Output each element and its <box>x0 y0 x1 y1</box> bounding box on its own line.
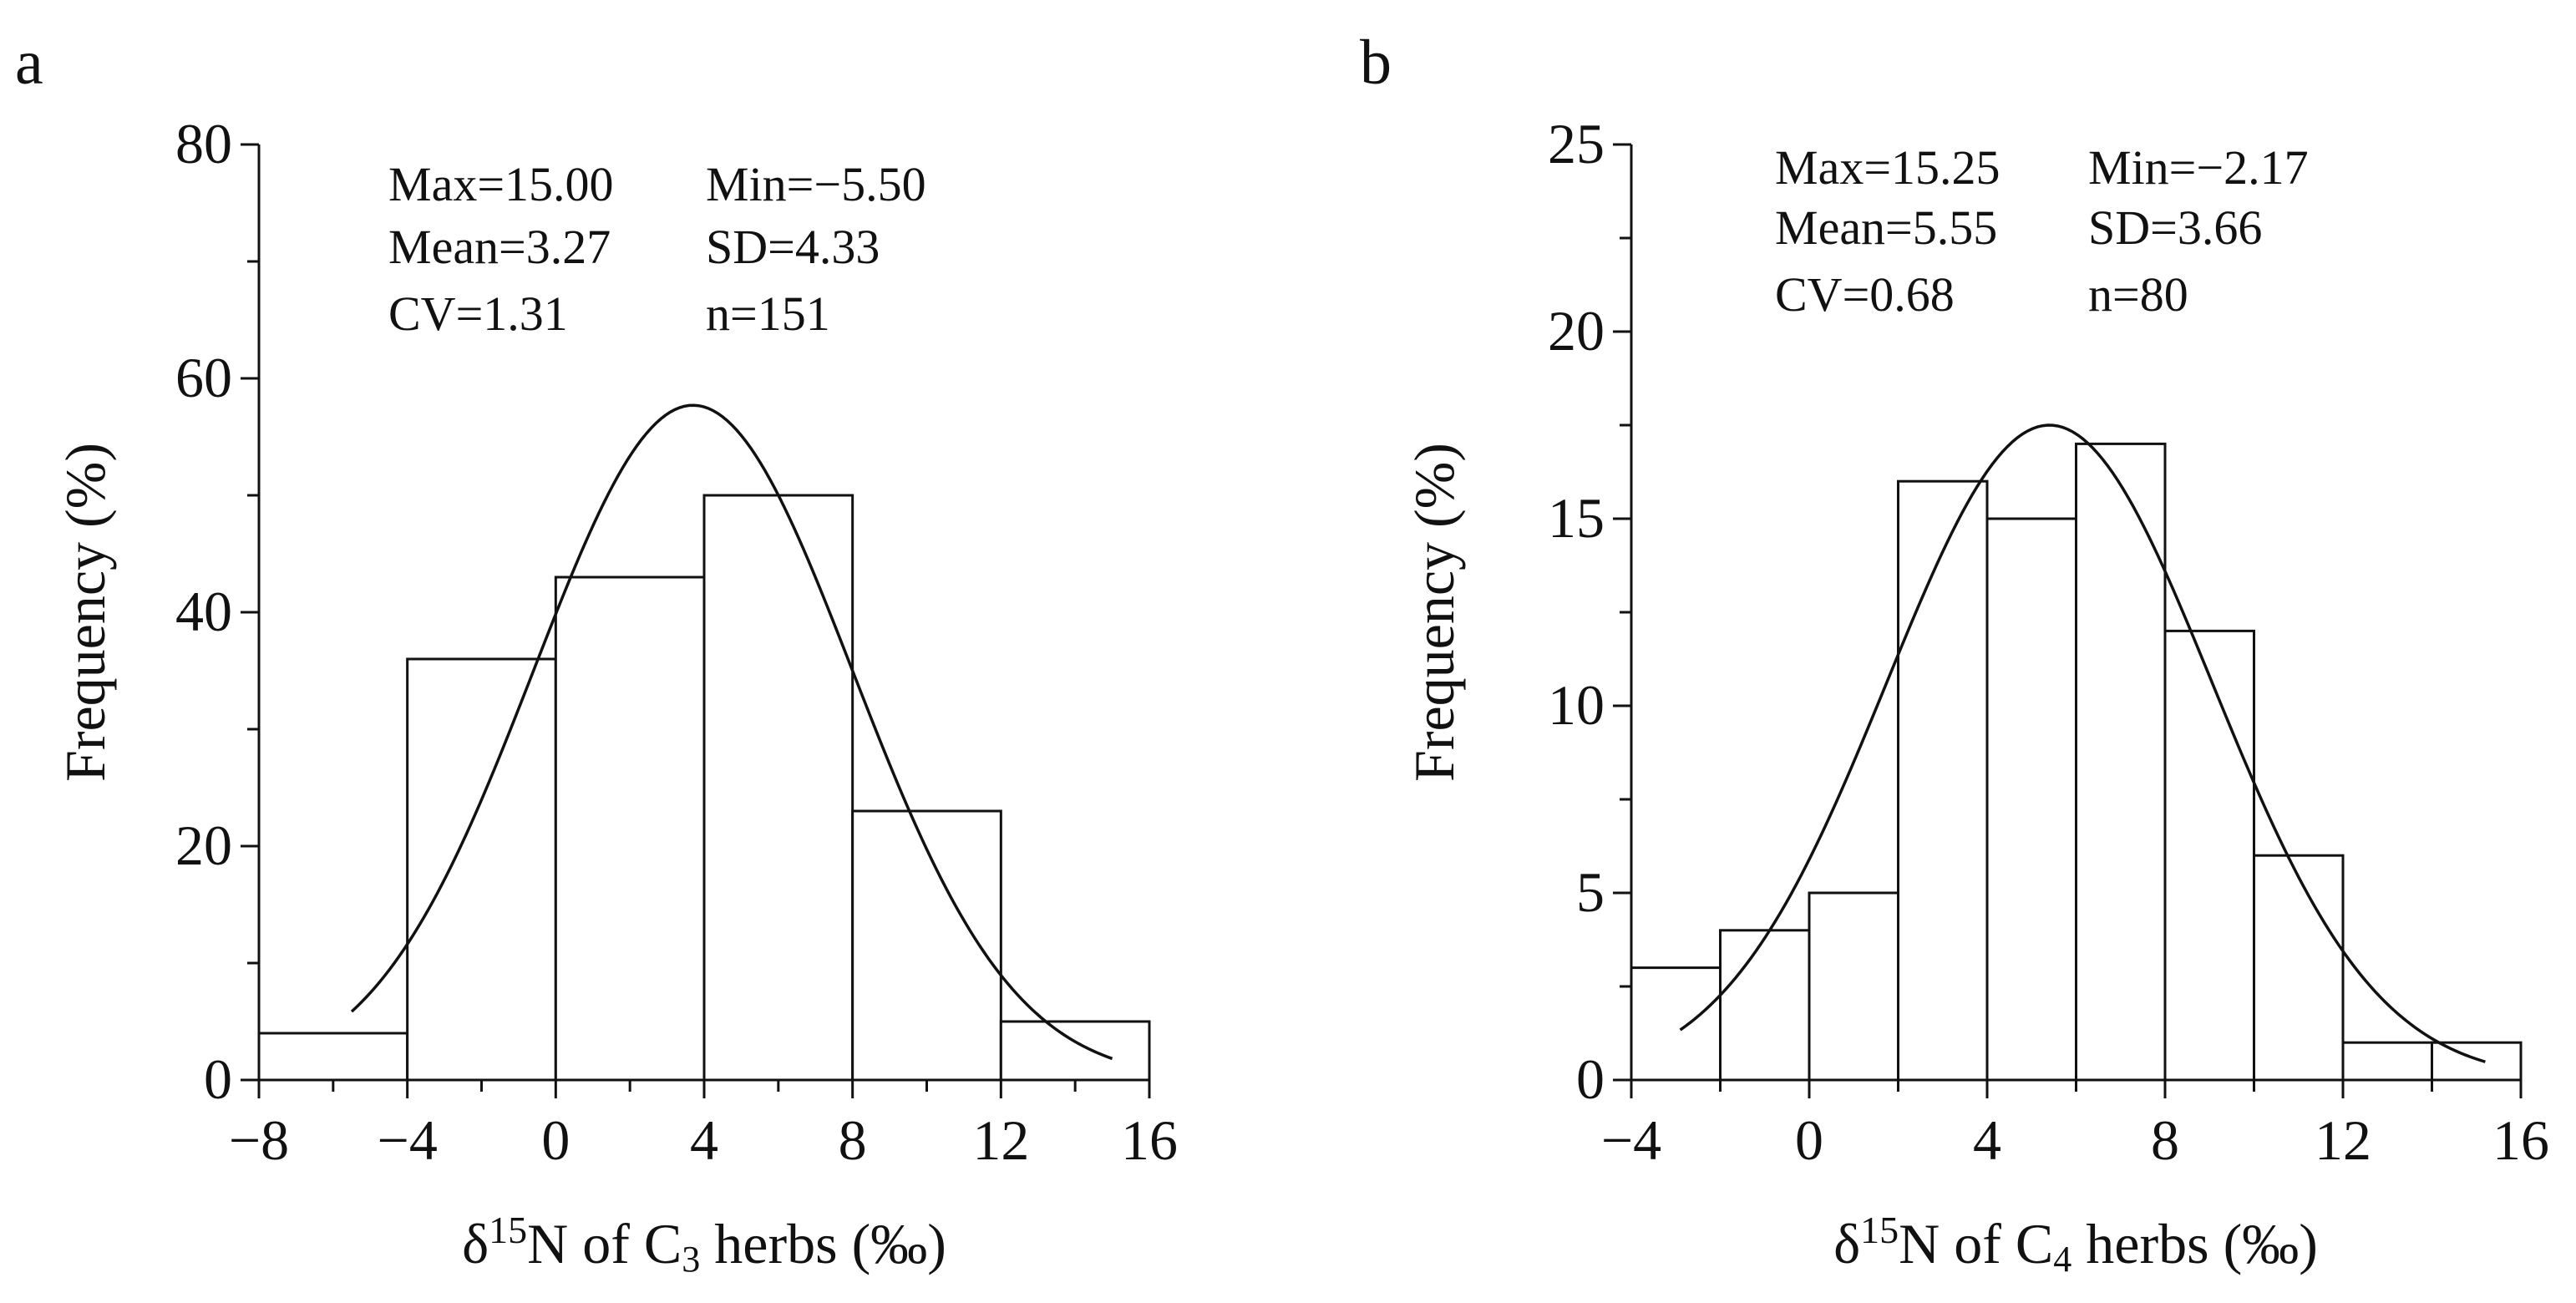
stats-annotation: CV=0.68 <box>1775 267 1955 322</box>
histogram-bar <box>1808 891 1899 1082</box>
x-tick-label: 12 <box>2315 1108 2371 1172</box>
stats-annotation: Min=−5.50 <box>706 157 926 211</box>
x-axis-title-main: N of C <box>527 1212 682 1275</box>
x-tick-label: 4 <box>690 1108 718 1172</box>
x-tick-label: 8 <box>2151 1108 2179 1172</box>
x-tick-label: 16 <box>1121 1108 1178 1172</box>
x-tick-label: −4 <box>1601 1108 1661 1172</box>
x-axis-title-superscript: 15 <box>489 1209 527 1251</box>
x-tick-label: 0 <box>1795 1108 1823 1172</box>
histogram-bar <box>1630 966 1722 1082</box>
stats-annotation: Min=−2.17 <box>2088 140 2309 195</box>
panel-label-a: a <box>15 28 43 98</box>
x-tick-label: 8 <box>839 1108 867 1172</box>
y-tick-label: 15 <box>1548 486 1605 550</box>
stats-annotation: SD=3.66 <box>2088 200 2262 255</box>
y-tick-label: 0 <box>204 1047 232 1111</box>
stats-annotation: Mean=3.27 <box>388 220 611 274</box>
x-axis-title-prefix: δ <box>462 1212 489 1275</box>
x-axis-title: δ15N of C4 herbs (‰) <box>1833 1209 2318 1280</box>
y-axis-title: Frequency (%) <box>53 443 117 782</box>
stats-annotation: n=80 <box>2088 267 2188 322</box>
y-tick-label: 25 <box>1548 112 1605 175</box>
x-tick-label: 16 <box>2492 1108 2549 1172</box>
y-tick-label: 80 <box>175 112 232 175</box>
x-axis-title-main: N of C <box>1899 1212 2053 1275</box>
x-axis-title-suffix: herbs (‰) <box>2071 1212 2318 1275</box>
histogram-bar <box>554 575 706 1082</box>
histogram-bar <box>851 809 1002 1082</box>
histogram-bar <box>2431 1041 2523 1082</box>
x-axis-title-subscript: 3 <box>682 1239 700 1280</box>
histogram-bar <box>1985 517 2077 1082</box>
x-axis-title-suffix: herbs (‰) <box>700 1212 946 1275</box>
x-tick-label: −8 <box>229 1108 289 1172</box>
normal-fit-curve <box>350 403 1113 1061</box>
stats-annotation: n=151 <box>706 286 830 341</box>
y-tick-label: 5 <box>1576 860 1605 924</box>
normal-fit-curve <box>1679 423 2486 1063</box>
stats-annotation: Mean=5.55 <box>1775 200 1997 255</box>
histogram-bar <box>1719 929 1811 1082</box>
histogram-bar <box>2163 629 2255 1082</box>
histogram-bar <box>702 494 854 1082</box>
histogram-panel-a: a −8 −4 0 4 8 12 16 0 20 40 60 80 Frequency (%) δ15N … <box>15 28 1178 1280</box>
y-tick-label: 20 <box>175 814 232 877</box>
panel-label-b: b <box>1360 28 1392 98</box>
x-tick-label: −4 <box>377 1108 437 1172</box>
stats-annotation: Max=15.00 <box>388 157 614 211</box>
histogram-bar <box>1897 479 1989 1082</box>
x-tick-label: 12 <box>972 1108 1029 1172</box>
histogram-bar <box>2253 854 2345 1082</box>
stats-annotation: SD=4.33 <box>706 220 880 274</box>
y-tick-label: 20 <box>1548 299 1605 363</box>
x-tick-label: 0 <box>541 1108 570 1172</box>
y-tick-label: 40 <box>175 580 232 643</box>
stats-annotation: Max=15.25 <box>1775 140 2000 195</box>
x-axis-title-superscript: 15 <box>1860 1209 1899 1251</box>
y-tick-label: 0 <box>1576 1047 1605 1111</box>
x-tick-label: 4 <box>1973 1108 2001 1172</box>
y-axis-title: Frequency (%) <box>1402 443 1466 782</box>
y-tick-label: 10 <box>1548 673 1605 737</box>
x-axis-title-subscript: 4 <box>2053 1239 2071 1280</box>
histogram-bar <box>257 1032 409 1082</box>
histogram-bar <box>2341 1041 2433 1082</box>
histogram-bar <box>999 1020 1151 1082</box>
x-axis-title: δ15N of C3 herbs (‰) <box>462 1209 946 1280</box>
y-tick-label: 60 <box>175 346 232 409</box>
histogram-bar <box>406 657 557 1082</box>
x-axis-title-prefix: δ <box>1833 1212 1860 1275</box>
stats-annotation: CV=1.31 <box>388 286 568 341</box>
